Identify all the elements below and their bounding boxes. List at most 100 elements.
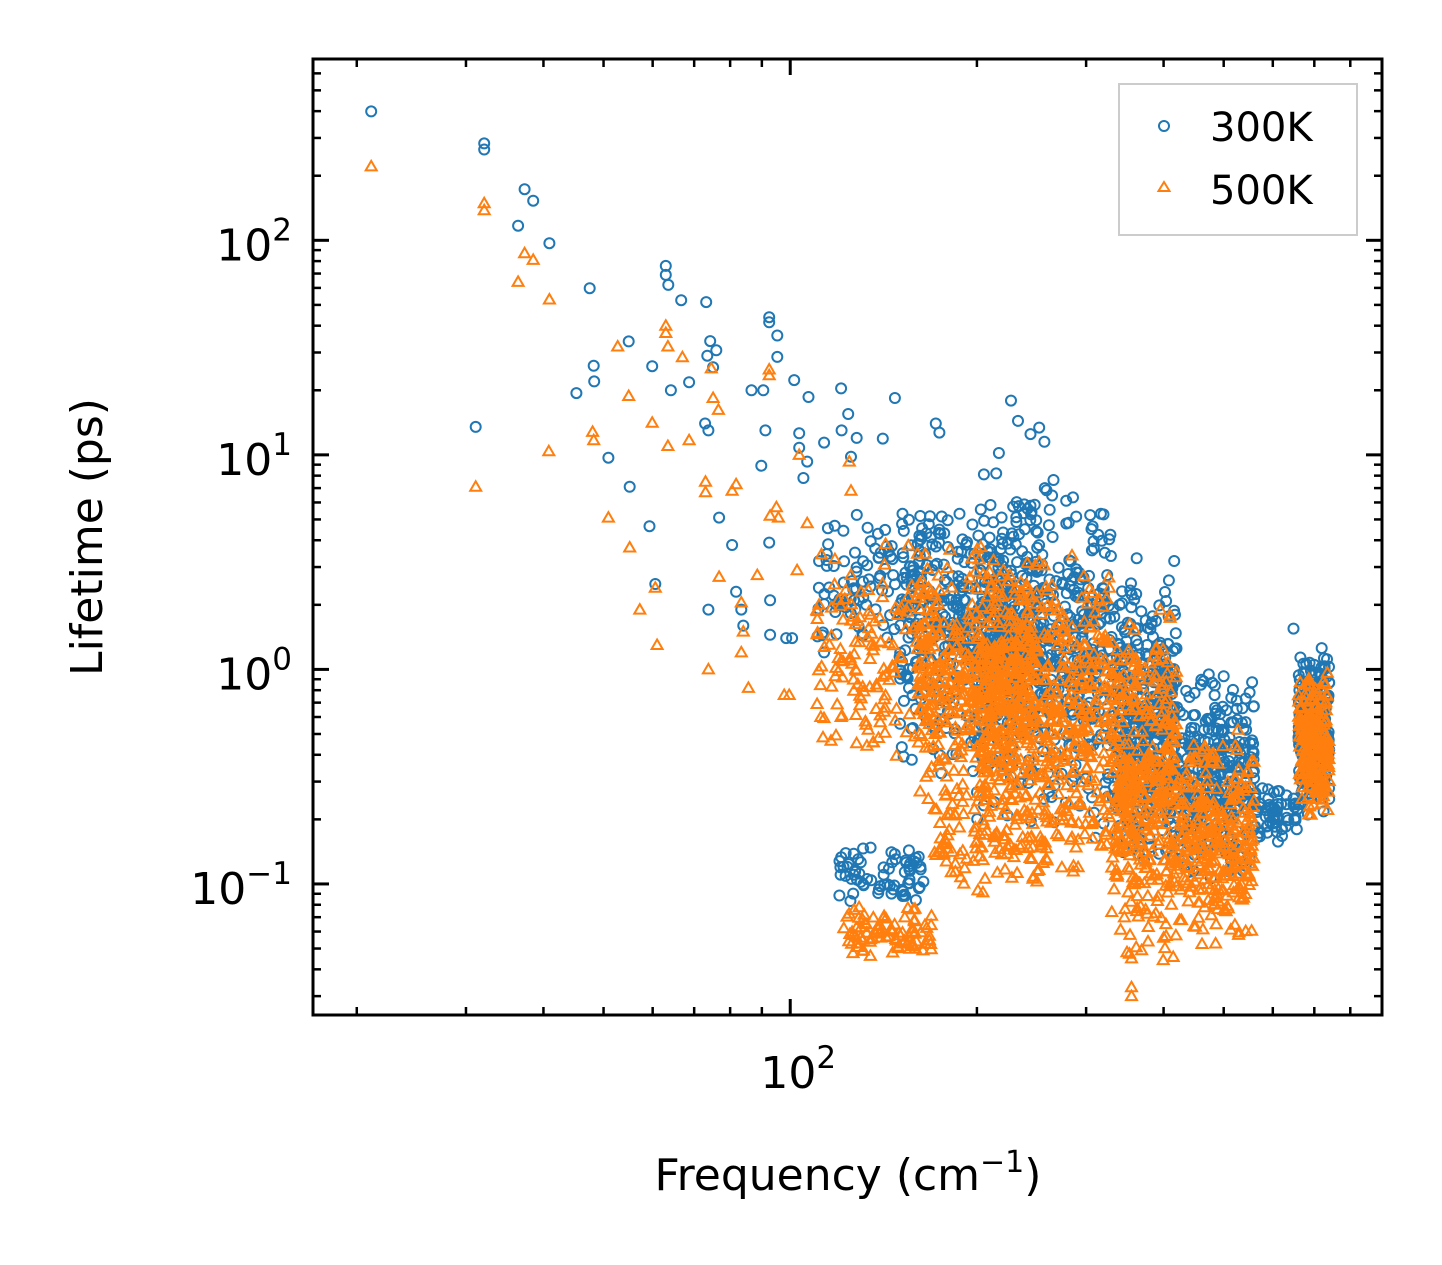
- point-500K: [1036, 794, 1051, 808]
- point-300K: [1130, 634, 1143, 647]
- point-500K: [959, 676, 974, 690]
- point-300K: [1043, 503, 1056, 516]
- point-500K: [1122, 847, 1138, 861]
- point-500K: [1235, 824, 1251, 837]
- point-300K: [1070, 510, 1083, 523]
- point-300K: [1005, 394, 1017, 407]
- point-300K: [882, 862, 895, 875]
- point-300K: [1208, 679, 1221, 692]
- point-500K: [1102, 580, 1117, 593]
- point-500K: [1057, 640, 1073, 654]
- point-500K: [956, 806, 971, 819]
- point-500K: [809, 696, 825, 709]
- point-300K: [839, 869, 852, 882]
- point-300K: [913, 881, 926, 894]
- point-500K: [945, 844, 960, 857]
- point-500K: [990, 667, 1005, 680]
- point-500K: [975, 884, 991, 898]
- point-300K: [757, 384, 770, 397]
- point-500K: [875, 669, 891, 682]
- point-500K: [1292, 700, 1308, 713]
- point-300K: [1177, 709, 1190, 721]
- point-500K: [1115, 652, 1130, 666]
- point-500K: [1230, 722, 1246, 735]
- point-500K: [1243, 780, 1259, 793]
- point-500K: [835, 612, 851, 625]
- point-500K: [1044, 714, 1059, 727]
- point-500K: [823, 733, 839, 746]
- point-500K: [953, 869, 968, 883]
- point-500K: [1013, 574, 1029, 587]
- point-500K: [975, 780, 991, 793]
- point-300K: [1084, 616, 1097, 629]
- point-500K: [734, 644, 749, 658]
- point-500K: [1235, 840, 1251, 853]
- point-500K: [1155, 952, 1171, 966]
- point-500K: [942, 702, 957, 716]
- point-500K: [1129, 809, 1145, 823]
- point-500K: [1088, 773, 1103, 786]
- point-500K: [881, 635, 897, 649]
- point-500K: [769, 499, 784, 513]
- point-500K: [1110, 733, 1126, 746]
- point-500K: [724, 483, 740, 496]
- point-500K: [1067, 763, 1083, 777]
- point-500K: [1230, 815, 1245, 828]
- point-500K: [1226, 884, 1241, 898]
- point-500K: [1317, 777, 1332, 790]
- point-300K: [801, 455, 814, 468]
- point-300K: [1047, 474, 1060, 486]
- point-500K: [955, 666, 970, 680]
- point-500K: [852, 697, 868, 711]
- point-500K: [1005, 792, 1020, 805]
- point-500K: [1069, 638, 1085, 651]
- point-500K: [980, 764, 995, 778]
- point-300K: [1209, 701, 1222, 714]
- point-300K: [1135, 605, 1148, 618]
- point-500K: [1097, 678, 1112, 692]
- point-500K: [1148, 717, 1164, 731]
- point-500K: [1052, 673, 1067, 686]
- point-500K: [1074, 705, 1090, 718]
- point-500K: [1183, 869, 1199, 882]
- y-tick-label: 100: [216, 641, 292, 700]
- point-500K: [1128, 939, 1144, 953]
- point-500K: [1154, 708, 1169, 722]
- point-500K: [1238, 923, 1253, 937]
- point-500K: [859, 925, 874, 938]
- point-500K: [1231, 927, 1246, 940]
- point-300K: [888, 392, 901, 404]
- point-300K: [1199, 715, 1212, 728]
- point-500K: [621, 388, 636, 401]
- point-500K: [862, 651, 878, 664]
- point-500K: [917, 692, 932, 706]
- point-500K: [1008, 580, 1023, 593]
- point-500K: [975, 599, 990, 613]
- point-500K: [1303, 807, 1319, 820]
- point-300K: [882, 545, 895, 558]
- axis-ticks: 102 102 101 100 10−1: [190, 59, 1382, 1099]
- point-500K: [998, 747, 1013, 760]
- point-500K: [984, 577, 999, 590]
- point-500K: [1179, 766, 1194, 779]
- point-500K: [1031, 862, 1047, 875]
- point-500K: [846, 683, 862, 696]
- point-500K: [982, 804, 997, 817]
- point-500K: [1055, 722, 1070, 735]
- point-300K: [702, 424, 715, 437]
- point-500K: [1155, 651, 1170, 664]
- point-300K: [1046, 531, 1059, 543]
- point-500K: [705, 390, 721, 403]
- point-500K: [937, 666, 952, 679]
- point-500K: [1009, 808, 1024, 821]
- point-500K: [1137, 813, 1153, 827]
- point-300K: [1038, 435, 1051, 448]
- point-300K: [1067, 491, 1079, 504]
- point-300K: [1231, 760, 1244, 773]
- point-300K: [1145, 618, 1158, 631]
- point-500K: [1078, 816, 1093, 830]
- point-500K: [1143, 713, 1158, 727]
- point-500K: [1105, 850, 1120, 863]
- point-500K: [1303, 691, 1318, 704]
- point-500K: [932, 624, 947, 638]
